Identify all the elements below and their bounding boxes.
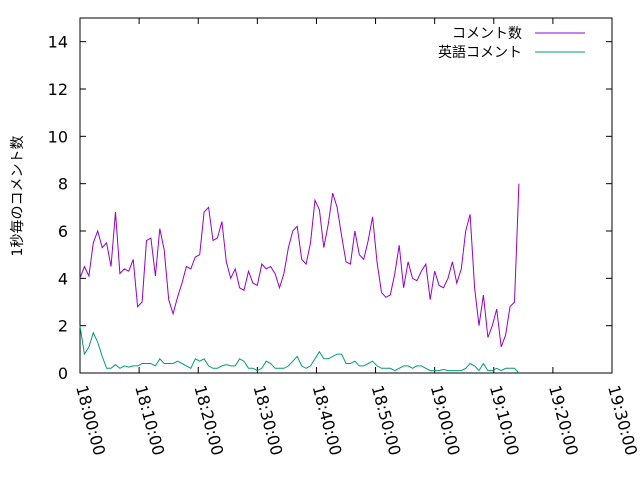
y-tick-label: 14: [48, 33, 68, 52]
y-tick-label: 0: [58, 364, 68, 383]
y-tick-label: 8: [58, 175, 68, 194]
y-tick-label: 6: [58, 222, 68, 241]
y-tick-label: 10: [48, 127, 68, 146]
legend-label-2: 英語コメント: [438, 44, 522, 61]
y-tick-label: 2: [58, 317, 68, 336]
x-tick-label: 19:20:00: [545, 383, 582, 457]
y-axis: 0 2 4 6 8 10 12 14: [48, 33, 612, 383]
series-line-2: [79, 325, 520, 374]
series-line-1: [79, 183, 520, 348]
x-tick-label: 18:00:00: [72, 383, 109, 457]
x-tick-label: 18:40:00: [309, 383, 346, 457]
y-tick-label: 4: [58, 269, 68, 288]
x-tick-label: 18:20:00: [190, 383, 227, 457]
x-tick-label: 18:30:00: [249, 383, 286, 457]
plot-frame: [79, 17, 613, 374]
y-tick-label: 12: [48, 80, 68, 99]
series-layer: [79, 183, 520, 374]
x-tick-label: 19:00:00: [427, 383, 464, 457]
x-tick-label: 18:10:00: [131, 383, 168, 457]
x-tick-label: 19:30:00: [604, 383, 640, 457]
legend-label-1: コメント数: [452, 26, 522, 42]
x-tick-label: 18:50:00: [368, 383, 405, 457]
y-axis-label: 1秒毎のコメント数: [10, 136, 26, 257]
x-tick-label: 19:10:00: [486, 383, 523, 457]
